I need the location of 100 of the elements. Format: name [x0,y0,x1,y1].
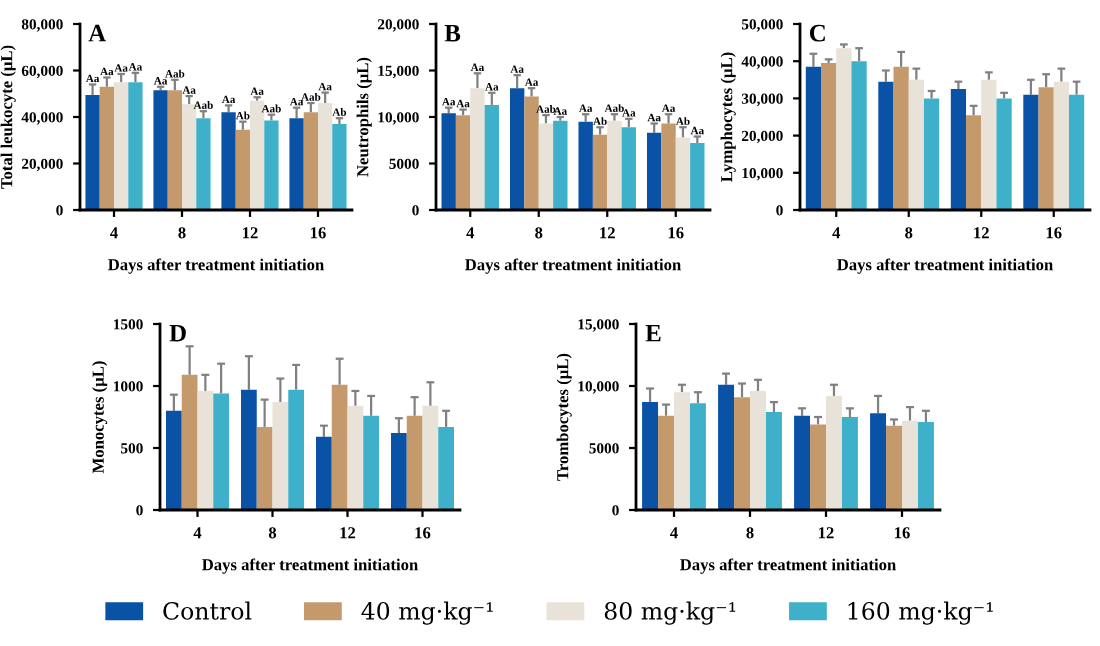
y-axis-title: Trombocytes (µL) [556,353,572,481]
bar [363,415,379,510]
bar [331,384,348,510]
bar [318,103,333,210]
bar [197,390,214,510]
bar [347,405,364,510]
bar [289,118,304,210]
bar [441,113,456,210]
bar [391,433,407,510]
x-tick-label: 16 [415,527,431,539]
legend-label: Control [163,601,252,620]
x-tick-label: 12 [340,527,356,539]
bar [264,120,279,210]
bar [765,412,782,510]
bar [288,389,304,510]
bar [438,426,454,510]
bar [794,415,811,510]
bar [836,48,852,210]
x-tick-label: 8 [746,527,754,539]
bar [646,132,662,210]
x-tick-label: 8 [268,527,277,539]
bar [182,104,197,210]
bar [538,123,554,210]
bar [455,115,471,210]
bar [805,66,822,210]
bar [213,393,229,510]
bar [250,100,265,210]
bar [734,397,750,510]
bar [196,118,211,210]
bar [826,395,842,510]
x-axis-title: Days after treatment initiation [202,558,418,574]
x-tick-label: 16 [895,527,910,539]
bar [153,90,168,210]
x-tick-label: 4 [110,227,118,239]
bar [996,98,1012,210]
chart-title: C [809,24,825,42]
x-tick-label: 4 [670,527,678,539]
bar [851,61,867,210]
bar [870,413,887,510]
bar [578,121,593,210]
x-axis-title: Days after treatment initiation [837,258,1053,274]
bar [1053,81,1069,210]
bar [810,424,826,510]
x-axis-title: Days after treatment initiation [680,558,896,574]
y-axis-title: Monocytes (µL) [92,361,108,474]
x-tick-label: 16 [1046,227,1062,239]
bar [750,390,766,510]
bar [128,82,143,210]
bar [908,79,924,210]
x-tick-label: 16 [668,227,684,239]
bar [509,88,525,210]
bar [484,104,500,210]
x-tick-label: 4 [832,227,841,239]
bar [1023,94,1039,210]
y-axis-title: Total leukocyte (µL) [0,45,16,189]
bar [592,134,608,210]
bar [99,86,114,210]
bar [675,137,691,210]
bar [661,123,676,210]
y-axis-title: Neutrophils (µL) [356,57,372,177]
bar [470,88,485,210]
x-tick-label: 12 [819,527,834,539]
bar [674,392,690,510]
y-axis-title: Lymphocytes (µL) [720,52,736,182]
bar [841,417,858,510]
chart-title: A [88,24,107,42]
legend-label: 80 mg·kg⁻¹ [604,601,736,625]
bar [917,421,934,510]
bar [893,66,909,210]
bar [658,415,674,510]
bar [689,403,706,510]
legend-label: 160 mg·kg⁻¹ [848,601,993,625]
bar [607,120,622,210]
bar [235,129,250,210]
x-tick-label: 12 [243,227,258,239]
chart-title: E [645,324,661,342]
bar [902,420,918,510]
x-tick-label: 12 [600,227,615,239]
bar [718,384,735,510]
bar [316,436,332,510]
x-tick-label: 4 [193,527,202,539]
bar [181,374,198,510]
bar [524,96,539,210]
bar [1068,94,1085,210]
bar [878,81,894,210]
chart-title: B [444,24,461,42]
bar [221,112,236,210]
bar [621,127,637,210]
bar [303,112,318,210]
x-tick-label: 8 [905,227,913,239]
bar [642,402,659,510]
bar [256,426,273,510]
bar [981,79,997,210]
bar [1038,87,1054,210]
x-tick-label: 8 [535,227,543,239]
bar [422,405,439,510]
legend-label: 40 mg·kg⁻¹ [361,601,493,625]
bar [886,425,902,510]
bar [85,94,100,210]
x-axis-title: Days after treatment initiation [108,258,324,274]
